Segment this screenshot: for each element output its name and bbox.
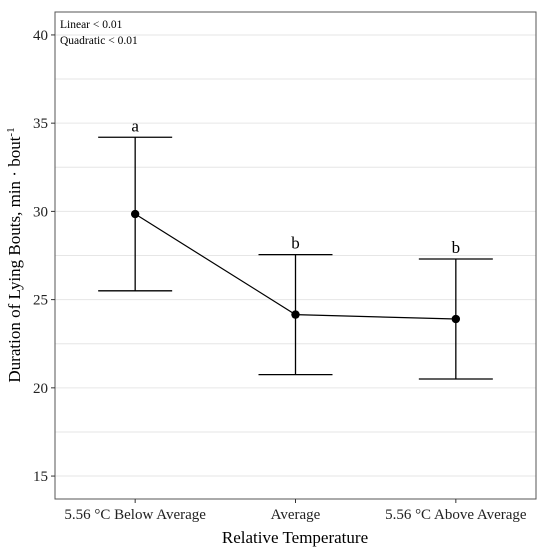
y-axis: 15 20 25 30 35 40: [33, 28, 55, 485]
data-point: [291, 310, 300, 319]
x-tick-label: 5.56 °C Above Average: [385, 507, 527, 523]
y-axis-title-main: Duration of Lying Bouts, min · bout: [5, 136, 24, 382]
x-tick-label: Average: [271, 507, 321, 523]
y-axis-title: Duration of Lying Bouts, min · bout-1: [5, 127, 24, 382]
significance-letter: b: [291, 234, 300, 253]
annotation-linear: Linear < 0.01: [60, 19, 123, 31]
y-tick-label: 25: [33, 293, 48, 309]
y-tick-label: 35: [33, 116, 48, 132]
data-point: [130, 209, 140, 219]
y-tick-label: 40: [33, 28, 48, 44]
x-tick-label: 5.56 °C Below Average: [64, 507, 206, 523]
data-point: [451, 314, 461, 324]
significance-letter: a: [131, 116, 139, 135]
y-tick-label: 15: [33, 469, 48, 485]
significance-letter: b: [452, 238, 461, 257]
y-tick-label: 20: [33, 381, 48, 397]
y-axis-title-superscript: -1: [5, 127, 17, 136]
y-tick-label: 30: [33, 204, 48, 220]
x-axis-title: Relative Temperature: [222, 528, 368, 547]
x-axis: 5.56 °C Below Average Average 5.56 °C Abov…: [64, 499, 527, 523]
series-layer: a b b: [98, 116, 493, 380]
annotation-quadratic: Quadratic < 0.01: [60, 35, 138, 47]
